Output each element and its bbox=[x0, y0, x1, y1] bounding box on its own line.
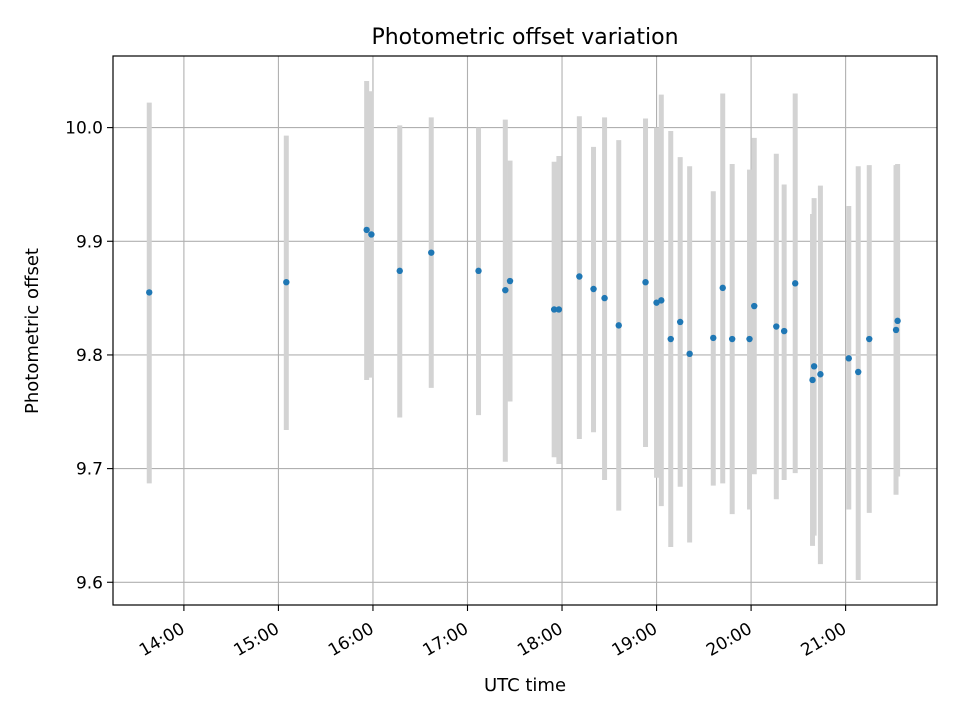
data-point bbox=[676, 318, 684, 326]
data-point bbox=[810, 363, 818, 370]
x-tick-label: 15:00 bbox=[230, 619, 282, 661]
y-tick-label: 9.8 bbox=[76, 346, 103, 366]
y-axis: 9.6 9.7 9.8 9.9 10.0 bbox=[65, 119, 113, 593]
data-point bbox=[590, 285, 597, 293]
data-point bbox=[146, 289, 153, 296]
data-point bbox=[817, 371, 824, 378]
data-points bbox=[146, 226, 901, 384]
data-point bbox=[710, 334, 717, 342]
x-tick-label: 17:00 bbox=[420, 619, 472, 661]
data-point bbox=[773, 323, 780, 330]
x-tick-label: 21:00 bbox=[798, 619, 850, 661]
x-tick-label: 16:00 bbox=[325, 619, 377, 661]
data-point bbox=[792, 280, 799, 287]
data-point bbox=[719, 284, 726, 292]
x-axis: 14:00 15:00 16:00 17:00 18:00 19:00 20:00 21:00 bbox=[136, 605, 850, 661]
data-point bbox=[746, 335, 753, 343]
x-tick-label: 20:00 bbox=[703, 619, 755, 661]
data-point bbox=[576, 273, 583, 280]
data-point bbox=[667, 335, 674, 343]
data-point bbox=[428, 249, 435, 256]
data-point bbox=[780, 327, 788, 335]
y-tick-label: 9.9 bbox=[76, 232, 103, 252]
y-tick-label: 9.7 bbox=[76, 460, 103, 480]
data-point bbox=[502, 286, 509, 294]
data-point bbox=[555, 306, 563, 313]
data-point bbox=[396, 267, 403, 275]
chart-title: Photometric offset variation bbox=[371, 25, 678, 50]
x-tick-label: 14:00 bbox=[136, 619, 188, 661]
data-point bbox=[686, 350, 693, 358]
x-tick-label: 19:00 bbox=[609, 619, 661, 661]
data-point bbox=[642, 278, 649, 286]
y-axis-label: Photometric offset bbox=[22, 248, 43, 414]
data-point bbox=[506, 277, 514, 285]
y-tick-label: 9.6 bbox=[76, 573, 103, 593]
x-tick-label: 18:00 bbox=[514, 619, 566, 661]
data-point bbox=[368, 231, 375, 238]
x-axis-label: UTC time bbox=[484, 675, 566, 696]
data-point bbox=[283, 278, 290, 286]
data-point bbox=[363, 226, 370, 234]
data-point bbox=[892, 326, 900, 334]
data-point bbox=[855, 368, 862, 376]
plot-frame bbox=[112, 55, 938, 606]
data-point bbox=[601, 294, 608, 302]
data-point bbox=[845, 355, 852, 362]
data-point bbox=[809, 376, 816, 384]
data-point bbox=[615, 322, 622, 329]
data-point bbox=[550, 306, 558, 313]
data-point bbox=[658, 297, 665, 304]
data-point bbox=[866, 335, 873, 343]
data-point bbox=[894, 317, 901, 325]
data-point bbox=[728, 335, 736, 343]
data-point bbox=[475, 267, 482, 275]
data-point bbox=[751, 302, 758, 310]
y-tick-label: 10.0 bbox=[65, 119, 103, 139]
